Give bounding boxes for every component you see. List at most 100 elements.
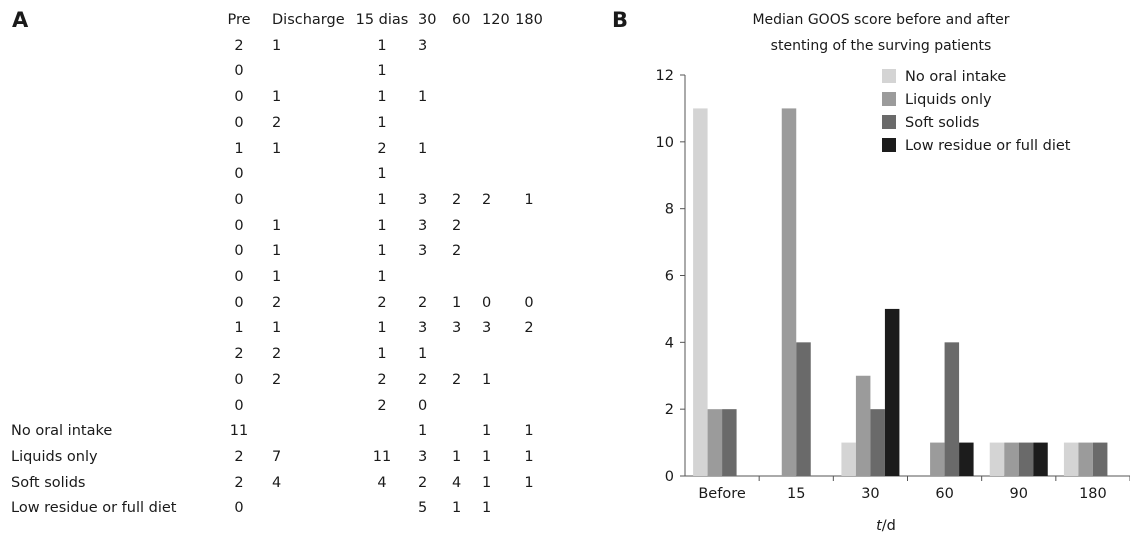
bar-low-residue-or-full-diet bbox=[884, 308, 900, 476]
bar-soft-solids bbox=[944, 342, 960, 476]
table-row: Soft solids 2 4 4 2 4 1 1 bbox=[6, 471, 548, 497]
table-cell: 2 bbox=[377, 294, 387, 311]
table-cell: 5 bbox=[418, 500, 428, 517]
table-cell bbox=[474, 85, 510, 111]
panel-b-letter: B bbox=[612, 8, 629, 32]
column-header: 120 bbox=[482, 12, 510, 28]
table-cell bbox=[444, 419, 474, 445]
table-cell: 2 bbox=[377, 140, 387, 157]
table-cell: 1 bbox=[482, 423, 492, 440]
table-cell: 1 bbox=[272, 243, 282, 260]
bar-low-residue-or-full-diet bbox=[959, 442, 974, 476]
table-cell bbox=[258, 394, 350, 420]
row-label bbox=[6, 394, 220, 420]
table-cell: 1 bbox=[377, 320, 387, 337]
table-cell bbox=[258, 496, 350, 522]
table-cell: 3 bbox=[418, 37, 428, 54]
table-cell: 1 bbox=[377, 243, 387, 260]
table-cell bbox=[510, 394, 548, 420]
table-cell: 3 bbox=[418, 320, 428, 337]
table-cell: 1 bbox=[377, 37, 387, 54]
table-cell: 0 bbox=[234, 89, 244, 106]
table-row: 2 2 1 1 bbox=[6, 342, 548, 368]
table-cell: 2 bbox=[272, 294, 282, 311]
row-label: No oral intake bbox=[11, 423, 113, 440]
chart-title-line-2: stenting of the surving patients bbox=[771, 38, 992, 54]
table-row: 0 2 2 2 1 0 0 bbox=[6, 291, 548, 317]
table-cell bbox=[510, 214, 548, 240]
table-cell: 1 bbox=[482, 474, 492, 491]
legend-label: Liquids only bbox=[905, 92, 992, 108]
table-cell: 2 bbox=[377, 397, 387, 414]
table-row: Liquids only 2 7 11 3 1 1 1 bbox=[6, 445, 548, 471]
row-label: Soft solids bbox=[11, 474, 86, 491]
table-cell: 2 bbox=[377, 371, 387, 388]
row-label bbox=[6, 137, 220, 163]
panel-a-letter: A bbox=[12, 8, 29, 32]
table-cell: 0 bbox=[234, 397, 244, 414]
table-cell bbox=[510, 239, 548, 265]
table-cell bbox=[510, 162, 548, 188]
table-cell: 0 bbox=[234, 191, 244, 208]
table-cell bbox=[350, 496, 414, 522]
table-cell bbox=[258, 162, 350, 188]
bar-soft-solids bbox=[796, 342, 811, 476]
x-tick-label: 30 bbox=[861, 486, 879, 502]
table-cell: 1 bbox=[452, 500, 462, 517]
table-cell bbox=[414, 265, 444, 291]
table-cell: 1 bbox=[524, 191, 534, 208]
table-cell: 0 bbox=[482, 294, 492, 311]
table-cell: 2 bbox=[272, 114, 282, 131]
table-cell: 2 bbox=[234, 37, 244, 54]
bar-soft-solids bbox=[1018, 442, 1034, 476]
table-row: 1 1 2 1 bbox=[6, 137, 548, 163]
table-row: 0 1 1 3 2 bbox=[6, 214, 548, 240]
table-cell: 1 bbox=[452, 448, 462, 465]
table-cell bbox=[444, 111, 474, 137]
bar-liquids-only bbox=[1004, 442, 1019, 476]
row-label bbox=[6, 265, 220, 291]
table-cell: 11 bbox=[372, 448, 392, 465]
row-label: Low residue or full diet bbox=[11, 500, 177, 517]
table-row: No oral intake 11 1 1 1 bbox=[6, 419, 548, 445]
table-cell bbox=[474, 342, 510, 368]
table-cell: 0 bbox=[234, 243, 244, 260]
row-label bbox=[6, 34, 220, 60]
table-cell bbox=[444, 85, 474, 111]
table-cell: 3 bbox=[418, 191, 428, 208]
x-tick-label: 180 bbox=[1079, 486, 1107, 502]
table-cell bbox=[414, 162, 444, 188]
y-tick-label: 10 bbox=[656, 135, 674, 151]
table-cell: 1 bbox=[377, 89, 387, 106]
table-cell bbox=[474, 214, 510, 240]
table-row: 0 1 3 2 2 1 bbox=[6, 188, 548, 214]
table-cell: 1 bbox=[272, 140, 282, 157]
table-cell bbox=[444, 265, 474, 291]
table-cell bbox=[258, 419, 350, 445]
table-cell: 1 bbox=[377, 269, 387, 286]
table-cell: 2 bbox=[418, 294, 428, 311]
column-header: 30 bbox=[418, 12, 437, 28]
table-cell bbox=[414, 111, 444, 137]
y-tick-label: 0 bbox=[665, 469, 674, 485]
table-cell bbox=[510, 111, 548, 137]
table-cell: 1 bbox=[524, 423, 534, 440]
bar-liquids-only bbox=[781, 108, 797, 477]
table-row: 0 1 1 1 bbox=[6, 85, 548, 111]
row-label bbox=[6, 188, 220, 214]
table-cell bbox=[510, 368, 548, 394]
table-cell: 2 bbox=[234, 474, 244, 491]
table-cell: 4 bbox=[377, 474, 387, 491]
table-cell: 1 bbox=[272, 269, 282, 286]
table-header-row: Pre Discharge 15 dias 30 60 120 180 bbox=[6, 8, 548, 34]
y-tick-label: 8 bbox=[665, 202, 674, 218]
table-cell bbox=[510, 265, 548, 291]
row-label bbox=[6, 111, 220, 137]
bar-no-oral-intake bbox=[693, 108, 708, 477]
x-tick-label: 60 bbox=[935, 486, 953, 502]
table-cell bbox=[474, 137, 510, 163]
y-tick-label: 6 bbox=[665, 269, 674, 285]
x-tick-label: 90 bbox=[1010, 486, 1028, 502]
table-cell: 1 bbox=[234, 140, 244, 157]
table-cell: 4 bbox=[272, 474, 282, 491]
